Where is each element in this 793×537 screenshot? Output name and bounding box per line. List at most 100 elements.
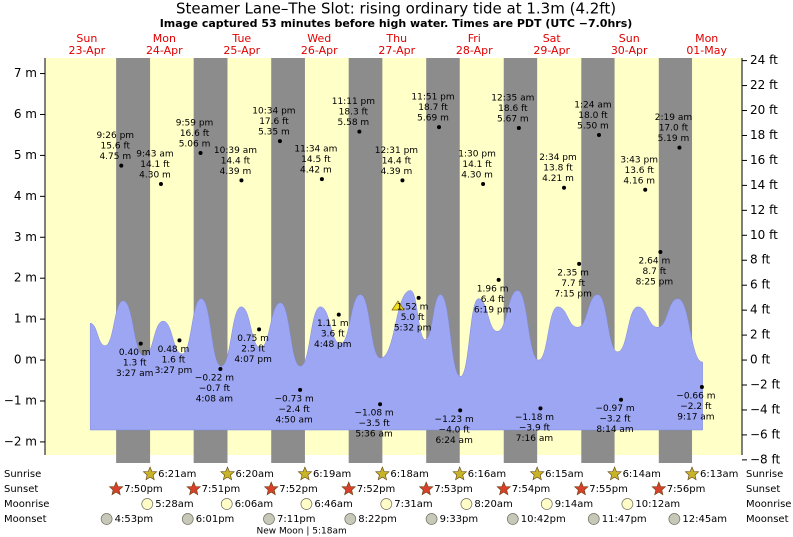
row-label: Sunset xyxy=(746,484,780,495)
extreme-label: 7.7 ft xyxy=(561,279,585,289)
day-name: Thu xyxy=(385,32,407,45)
event-icon xyxy=(684,466,700,481)
y-tick-label: 2 m xyxy=(14,271,37,285)
tide-extreme xyxy=(481,182,486,187)
event-time: 7:11pm xyxy=(277,514,316,525)
event-time: 7:50pm xyxy=(124,484,163,495)
extreme-label: −2.2 ft xyxy=(680,402,712,412)
day-name: Fri xyxy=(468,32,481,45)
extreme-label: 18.0 ft xyxy=(578,111,608,121)
y-tick-label: 1 m xyxy=(14,312,37,326)
extreme-label: 0.48 m xyxy=(158,345,190,355)
extreme-label: 7:16 am xyxy=(516,434,553,444)
event-icon xyxy=(587,513,600,525)
event-time: 6:16am xyxy=(468,469,506,480)
tide-extreme xyxy=(119,163,124,168)
event-icon xyxy=(425,513,438,525)
tide-extreme xyxy=(619,397,624,402)
event-time: 7:55pm xyxy=(589,484,628,495)
tide-extreme xyxy=(562,185,567,190)
extreme-label: 1.6 ft xyxy=(162,355,186,365)
extreme-label: 5:36 am xyxy=(355,430,392,440)
extreme-label: 14.4 ft xyxy=(382,156,412,166)
extreme-label: 8.7 ft xyxy=(643,267,667,277)
event-time: 6:01pm xyxy=(196,514,235,525)
event-icon xyxy=(297,466,313,481)
extreme-label: 3:43 pm xyxy=(620,155,658,165)
extreme-label: 13.8 ft xyxy=(543,164,573,174)
tide-extreme xyxy=(218,367,223,372)
event-icon xyxy=(607,466,622,481)
y2-tick-label: 4 ft xyxy=(750,303,770,317)
event-icon xyxy=(100,513,113,525)
event-time: 11:47pm xyxy=(602,514,647,525)
extreme-label: 5.06 m xyxy=(179,139,211,149)
y2-tick-label: 6 ft xyxy=(750,278,770,292)
extreme-label: 0.75 m xyxy=(237,334,269,344)
chart-title: Steamer Lane–The Slot: rising ordinary t… xyxy=(176,0,616,18)
extreme-label: 1:30 pm xyxy=(458,150,496,160)
chart-subtitle: Image captured 53 minutes before high wa… xyxy=(160,17,633,30)
event-icon xyxy=(300,498,313,510)
row-label: Moonset xyxy=(746,514,789,525)
row-label: Sunrise xyxy=(746,469,783,480)
tide-extreme xyxy=(437,125,442,130)
extreme-label: 17.0 ft xyxy=(659,124,689,134)
extreme-label: 5.50 m xyxy=(577,121,609,131)
extreme-label: 18.3 ft xyxy=(339,108,369,118)
event-time: 6:13am xyxy=(700,469,738,480)
event-icon xyxy=(142,466,158,481)
extreme-label: 0.40 m xyxy=(119,348,151,358)
day-date: 30-Apr xyxy=(611,44,648,57)
tide-extreme xyxy=(298,387,303,392)
extreme-label: 1.3 ft xyxy=(123,359,147,369)
extreme-label: 3:27 am xyxy=(116,369,153,379)
event-time: 6:06am xyxy=(235,499,273,510)
event-icon xyxy=(186,481,202,496)
extreme-label: 17.6 ft xyxy=(259,117,289,127)
extreme-label: 4.75 m xyxy=(99,152,131,162)
extreme-label: 5.69 m xyxy=(417,114,449,124)
extreme-label: −0.66 m xyxy=(676,392,715,402)
extreme-label: 2.5 ft xyxy=(241,344,265,354)
event-time: 6:18am xyxy=(390,469,428,480)
extreme-label: 10:39 am xyxy=(214,146,257,156)
day-date: 26-Apr xyxy=(301,44,338,57)
tide-extreme xyxy=(357,129,362,134)
extreme-label: 4:48 pm xyxy=(314,340,352,350)
tide-extreme xyxy=(658,249,663,254)
extreme-label: 11:11 pm xyxy=(332,97,375,107)
extreme-label: 9:59 pm xyxy=(176,118,214,128)
y-tick-label: −1 m xyxy=(4,393,37,407)
y2-tick-label: 14 ft xyxy=(750,178,778,192)
extreme-label: 4.39 m xyxy=(220,167,252,177)
y2-tick-label: 0 ft xyxy=(750,353,770,367)
event-icon xyxy=(341,481,357,496)
extreme-label: 9:43 am xyxy=(136,150,173,160)
y2-tick-label: −4 ft xyxy=(750,402,781,416)
tide-extreme xyxy=(239,178,244,183)
extreme-label: −0.97 m xyxy=(595,404,634,414)
event-icon xyxy=(380,498,393,510)
row-label: Moonrise xyxy=(746,499,791,510)
event-time: 7:52pm xyxy=(279,484,318,495)
extreme-label: −0.22 m xyxy=(195,374,234,384)
extreme-label: 8:25 pm xyxy=(636,277,674,287)
day-name: Sun xyxy=(76,32,97,45)
event-time: 8:20am xyxy=(474,499,512,510)
day-name: Mon xyxy=(695,32,718,45)
extreme-label: 7:15 pm xyxy=(554,289,592,299)
y2-tick-label: 2 ft xyxy=(750,328,770,342)
extreme-label: −3.9 ft xyxy=(519,423,551,433)
event-icon xyxy=(181,513,194,525)
y2-tick-label: 8 ft xyxy=(750,253,770,267)
event-icon xyxy=(141,498,154,510)
extreme-label: −0.73 m xyxy=(275,394,314,404)
event-time: 9:14am xyxy=(555,499,593,510)
event-icon xyxy=(220,466,235,481)
extreme-label: 2.64 m xyxy=(639,256,671,266)
extreme-label: 14.5 ft xyxy=(301,155,331,165)
tide-extreme xyxy=(577,261,582,266)
extreme-label: 18.7 ft xyxy=(418,103,448,113)
